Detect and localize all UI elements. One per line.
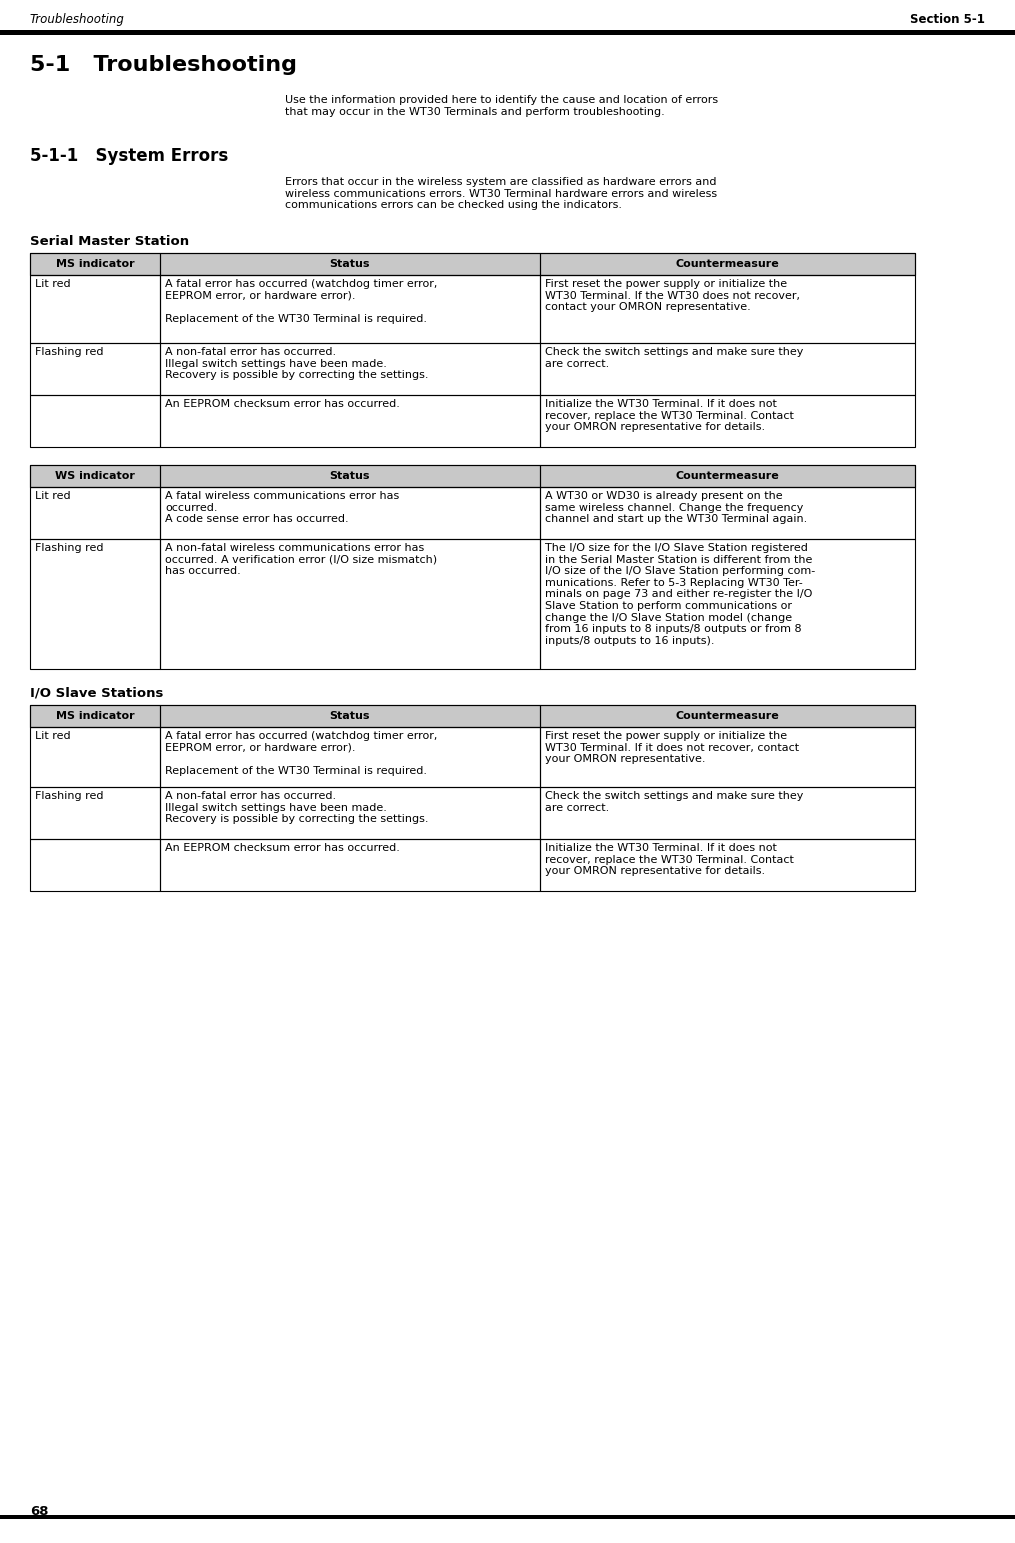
Bar: [160, 727, 540, 787]
Bar: [30, 253, 915, 275]
Bar: [540, 395, 915, 447]
Bar: [160, 839, 540, 890]
Text: A non-fatal error has occurred.
Illegal switch settings have been made.
Recovery: A non-fatal error has occurred. Illegal …: [165, 347, 428, 380]
Text: Countermeasure: Countermeasure: [676, 471, 780, 481]
Bar: [540, 253, 915, 275]
Text: 5-1   Troubleshooting: 5-1 Troubleshooting: [30, 56, 297, 76]
Text: A non-fatal wireless communications error has
occurred. A verification error (I/: A non-fatal wireless communications erro…: [165, 543, 437, 576]
Text: An EEPROM checksum error has occurred.: An EEPROM checksum error has occurred.: [165, 400, 400, 409]
Bar: [30, 395, 160, 447]
Text: I/O Slave Stations: I/O Slave Stations: [30, 687, 163, 701]
Text: Initialize the WT30 Terminal. If it does not
recover, replace the WT30 Terminal.: Initialize the WT30 Terminal. If it does…: [545, 400, 794, 432]
Text: Check the switch settings and make sure they
are correct.: Check the switch settings and make sure …: [545, 792, 804, 813]
Bar: [160, 539, 540, 670]
Bar: [30, 464, 160, 488]
Text: Check the switch settings and make sure they
are correct.: Check the switch settings and make sure …: [545, 347, 804, 369]
Text: WS indicator: WS indicator: [55, 471, 135, 481]
Bar: [0, 1515, 1015, 1518]
Bar: [160, 253, 540, 275]
Text: Initialize the WT30 Terminal. If it does not
recover, replace the WT30 Terminal.: Initialize the WT30 Terminal. If it does…: [545, 842, 794, 876]
Text: Status: Status: [330, 259, 370, 268]
Text: A fatal error has occurred (watchdog timer error,
EEPROM error, or hardware erro: A fatal error has occurred (watchdog tim…: [165, 279, 437, 324]
Text: Errors that occur in the wireless system are classified as hardware errors and
w: Errors that occur in the wireless system…: [285, 177, 718, 210]
Bar: [540, 727, 915, 787]
Text: Lit red: Lit red: [35, 731, 71, 741]
Text: A fatal wireless communications error has
occurred.
A code sense error has occur: A fatal wireless communications error ha…: [165, 491, 399, 525]
Text: First reset the power supply or initialize the
WT30 Terminal. If it does not rec: First reset the power supply or initiali…: [545, 731, 799, 764]
Text: Serial Master Station: Serial Master Station: [30, 235, 189, 248]
Bar: [30, 488, 160, 539]
Bar: [540, 705, 915, 727]
Bar: [30, 253, 160, 275]
Text: Flashing red: Flashing red: [35, 347, 104, 356]
Text: Troubleshooting: Troubleshooting: [30, 12, 125, 26]
Bar: [160, 464, 540, 488]
Bar: [30, 705, 915, 727]
Bar: [540, 839, 915, 890]
Bar: [540, 275, 915, 343]
Bar: [540, 539, 915, 670]
Bar: [540, 464, 915, 488]
Text: Status: Status: [330, 471, 370, 481]
Bar: [160, 705, 540, 727]
Bar: [30, 705, 160, 727]
Bar: [160, 395, 540, 447]
Text: 68: 68: [30, 1504, 49, 1518]
Bar: [30, 727, 160, 787]
Text: A fatal error has occurred (watchdog timer error,
EEPROM error, or hardware erro: A fatal error has occurred (watchdog tim…: [165, 731, 437, 776]
Bar: [160, 343, 540, 395]
Bar: [540, 787, 915, 839]
Bar: [540, 488, 915, 539]
Text: Flashing red: Flashing red: [35, 792, 104, 801]
Text: An EEPROM checksum error has occurred.: An EEPROM checksum error has occurred.: [165, 842, 400, 853]
Text: The I/O size for the I/O Slave Station registered
in the Serial Master Station i: The I/O size for the I/O Slave Station r…: [545, 543, 815, 647]
Text: Countermeasure: Countermeasure: [676, 711, 780, 721]
Text: First reset the power supply or initialize the
WT30 Terminal. If the WT30 does n: First reset the power supply or initiali…: [545, 279, 800, 312]
Bar: [160, 275, 540, 343]
Bar: [160, 787, 540, 839]
Bar: [540, 343, 915, 395]
Text: Flashing red: Flashing red: [35, 543, 104, 552]
Text: A non-fatal error has occurred.
Illegal switch settings have been made.
Recovery: A non-fatal error has occurred. Illegal …: [165, 792, 428, 824]
Bar: [30, 787, 160, 839]
Bar: [30, 275, 160, 343]
Text: MS indicator: MS indicator: [56, 259, 134, 268]
Text: Countermeasure: Countermeasure: [676, 259, 780, 268]
Bar: [0, 29, 1015, 35]
Bar: [160, 488, 540, 539]
Text: Lit red: Lit red: [35, 491, 71, 501]
Text: Status: Status: [330, 711, 370, 721]
Text: Lit red: Lit red: [35, 279, 71, 289]
Bar: [30, 464, 915, 488]
Text: Section 5-1: Section 5-1: [910, 12, 985, 26]
Bar: [30, 539, 160, 670]
Bar: [30, 343, 160, 395]
Text: 5-1-1   System Errors: 5-1-1 System Errors: [30, 147, 228, 165]
Text: Use the information provided here to identify the cause and location of errors
t: Use the information provided here to ide…: [285, 96, 719, 117]
Text: A WT30 or WD30 is already present on the
same wireless channel. Change the frequ: A WT30 or WD30 is already present on the…: [545, 491, 807, 525]
Text: MS indicator: MS indicator: [56, 711, 134, 721]
Bar: [30, 839, 160, 890]
